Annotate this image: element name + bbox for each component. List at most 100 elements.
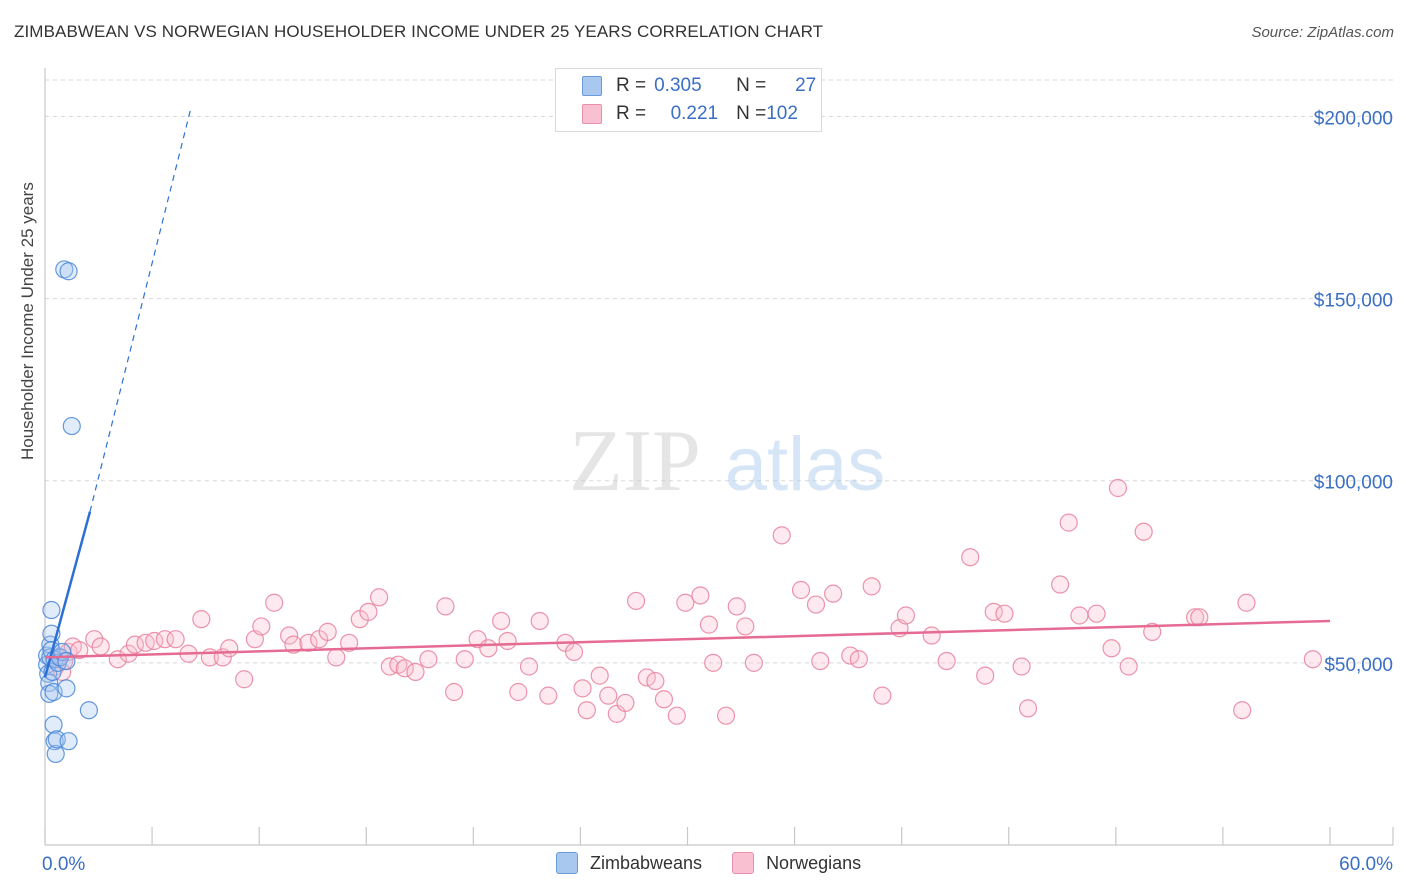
norwegian-point bbox=[862, 577, 881, 596]
norwegian-point bbox=[327, 648, 346, 667]
norwegian-point bbox=[1143, 622, 1162, 641]
watermark-atlas: atlas bbox=[725, 422, 886, 507]
x-tick-label-min: 0.0% bbox=[42, 854, 85, 875]
legend-r-value: 0.221 bbox=[670, 103, 719, 124]
gridlines bbox=[45, 79, 1393, 664]
legend-row-zimbabweans: R = 0.305 N = 27 bbox=[582, 73, 816, 99]
zimbabwean-point bbox=[79, 701, 99, 720]
norwegian-point bbox=[220, 639, 239, 658]
data-points bbox=[38, 260, 1322, 764]
zimbabwean-trend-line bbox=[43, 511, 92, 678]
norwegian-point bbox=[716, 706, 736, 725]
norwegian-point bbox=[444, 682, 464, 702]
y-tick-label: $200,000 bbox=[1314, 108, 1393, 129]
norwegian-point bbox=[824, 584, 843, 603]
y-tick-label: $100,000 bbox=[1314, 473, 1393, 494]
watermark-zip: ZIP bbox=[569, 413, 701, 510]
zimbabwean-point bbox=[57, 651, 76, 671]
source-label: Source: ZipAtlas.com bbox=[1251, 24, 1394, 41]
legend-n-value: 102 bbox=[766, 103, 798, 124]
zimbabwean-point bbox=[59, 262, 78, 281]
norwegian-point bbox=[1051, 575, 1070, 594]
norwegian-point bbox=[590, 666, 609, 685]
norwegian-point bbox=[519, 657, 539, 676]
norwegian-point bbox=[599, 686, 618, 705]
trend-lines bbox=[43, 108, 1331, 678]
norwegian-point bbox=[1018, 699, 1038, 718]
norwegian-point bbox=[498, 631, 517, 651]
norwegian-point bbox=[85, 630, 104, 649]
norwegian-point bbox=[577, 701, 596, 720]
norwegian-point bbox=[922, 626, 941, 645]
norwegian-point bbox=[479, 639, 498, 658]
norwegian-point bbox=[1059, 513, 1078, 532]
norwegian-point bbox=[419, 650, 438, 669]
norwegian-point bbox=[699, 615, 719, 634]
norwegian-point bbox=[811, 651, 830, 671]
zimbabwean-point bbox=[42, 600, 61, 620]
norwegian-point bbox=[455, 650, 474, 669]
norwegian-point bbox=[280, 626, 299, 645]
norwegian-point bbox=[1233, 701, 1252, 720]
norwegian-point bbox=[359, 602, 378, 621]
norwegian-point bbox=[736, 617, 755, 636]
legend-swatch-blue bbox=[582, 76, 602, 96]
norwegian-point bbox=[492, 611, 511, 631]
legend-n-label: N = bbox=[736, 75, 767, 96]
zimbabwean-trend-extension bbox=[89, 108, 192, 512]
norwegian-point bbox=[995, 604, 1014, 623]
norwegian-point bbox=[340, 633, 359, 652]
zimbabwean-point bbox=[62, 416, 81, 436]
legend-n-value: 27 bbox=[795, 75, 817, 96]
norwegian-point bbox=[235, 670, 254, 689]
legend-r-label: R = bbox=[616, 75, 647, 96]
norwegian-point bbox=[155, 630, 175, 649]
norwegian-point bbox=[509, 682, 528, 702]
zimbabwean-point bbox=[47, 730, 66, 749]
norwegian-point bbox=[1237, 593, 1256, 612]
norwegian-point bbox=[616, 693, 635, 713]
norwegian-point bbox=[806, 595, 826, 614]
norwegian-point bbox=[1012, 657, 1031, 676]
norwegian-point bbox=[873, 686, 892, 705]
norwegian-point bbox=[573, 679, 592, 698]
norwegian-trend-line bbox=[44, 619, 1331, 659]
norwegian-point bbox=[1087, 604, 1106, 623]
norwegian-point bbox=[744, 653, 763, 672]
x-tick-label-max: 60.0% bbox=[1339, 854, 1393, 875]
legend-swatch-blue bbox=[556, 852, 578, 874]
norwegian-point bbox=[646, 671, 665, 691]
norwegian-point bbox=[252, 617, 271, 636]
y-tick-label: $50,000 bbox=[1324, 655, 1393, 676]
norwegian-point bbox=[530, 611, 549, 631]
norwegian-point bbox=[91, 637, 110, 656]
legend-n-label: N = bbox=[736, 103, 767, 124]
legend-r-label: R = bbox=[616, 103, 647, 124]
watermark: ZIP atlas bbox=[569, 413, 885, 510]
norwegian-point bbox=[265, 593, 284, 612]
norwegian-point bbox=[676, 593, 695, 612]
legend-item-norwegians[interactable]: Norwegians bbox=[732, 852, 861, 874]
norwegian-point bbox=[1070, 606, 1089, 625]
tick-labels: $50,000 $100,000 $150,000 $200,000 0.0% 60.0% bbox=[42, 108, 1393, 875]
norwegian-point bbox=[691, 586, 710, 605]
chart-title: ZIMBABWEAN VS NORWEGIAN HOUSEHOLDER INCO… bbox=[14, 22, 824, 41]
norwegian-point bbox=[937, 651, 956, 671]
norwegian-point bbox=[1108, 478, 1128, 498]
legend-item-zimbabweans[interactable]: Zimbabweans bbox=[556, 852, 702, 874]
norwegian-point bbox=[166, 630, 185, 649]
norwegian-point bbox=[406, 662, 425, 682]
norwegian-point bbox=[1102, 639, 1121, 658]
norwegian-point bbox=[667, 706, 686, 725]
norwegian-point bbox=[1119, 657, 1138, 676]
norwegian-point bbox=[961, 548, 980, 567]
norwegian-point bbox=[1303, 650, 1322, 669]
series-legend: Zimbabweans Norwegians bbox=[556, 852, 891, 874]
norwegian-point bbox=[896, 606, 916, 625]
norwegian-point bbox=[192, 610, 211, 629]
correlation-legend: R = 0.305 N = 27 R = 0.221 N = 102 bbox=[555, 68, 822, 132]
y-tick-label: $150,000 bbox=[1314, 291, 1393, 312]
legend-label: Norwegians bbox=[766, 852, 862, 873]
zimbabwean-point bbox=[59, 732, 78, 751]
